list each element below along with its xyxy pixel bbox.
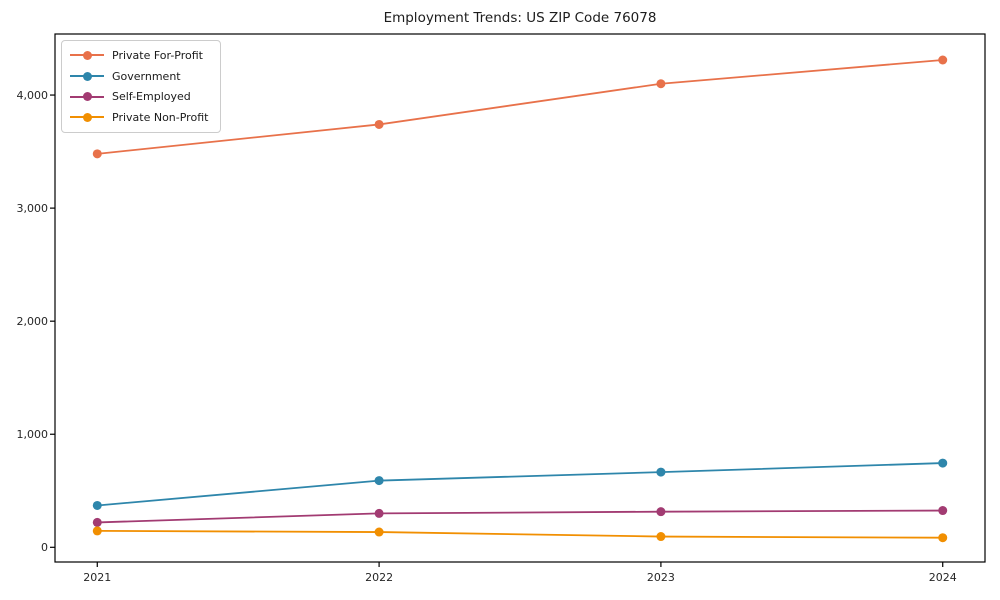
legend-line-marker-icon xyxy=(70,92,104,102)
legend-item-label: Private Non-Profit xyxy=(112,110,209,124)
data-point-private-non-profit-2024 xyxy=(938,533,948,543)
series-line-private-for-profit xyxy=(96,59,944,155)
legend-dot-icon xyxy=(82,112,92,122)
data-point-government-2021 xyxy=(92,500,102,510)
x-tick-label: 2024 xyxy=(928,571,957,584)
x-tick-label: 2023 xyxy=(646,571,675,584)
data-point-government-2023 xyxy=(656,467,666,477)
chart-title: Employment Trends: US ZIP Code 76078 xyxy=(383,10,657,26)
y-tick-label: 3,000 xyxy=(16,201,49,215)
x-tick-label: 2022 xyxy=(365,571,394,584)
data-point-self-employed-2023 xyxy=(656,507,666,517)
series-line-government xyxy=(96,462,944,507)
legend-item-self-employed: Self-Employed xyxy=(70,86,208,107)
data-point-private-for-profit-2022 xyxy=(374,119,384,129)
data-point-self-employed-2022 xyxy=(374,508,384,518)
data-point-private-for-profit-2021 xyxy=(92,149,102,159)
data-point-government-2024 xyxy=(938,458,948,468)
data-point-self-employed-2024 xyxy=(938,506,948,516)
legend-item-private-non-profit: Private Non-Profit xyxy=(70,107,208,128)
legend-item-label: Government xyxy=(112,69,181,83)
x-tick-label: 2021 xyxy=(83,571,112,584)
legend-item-label: Private For-Profit xyxy=(112,48,203,62)
data-point-government-2022 xyxy=(374,476,384,486)
legend-line-marker-icon xyxy=(70,50,104,60)
y-tick-label: 0 xyxy=(41,540,48,554)
legend-item-private-for-profit: Private For-Profit xyxy=(70,45,208,66)
legend-line-marker-icon xyxy=(70,71,104,81)
y-tick-label: 1,000 xyxy=(16,427,49,441)
y-tick-label: 4,000 xyxy=(16,88,49,102)
legend-dot-icon xyxy=(82,92,92,102)
plot-frame xyxy=(54,33,986,563)
data-point-self-employed-2021 xyxy=(92,517,102,527)
series-line-private-non-profit xyxy=(96,530,944,539)
legend-item-label: Self-Employed xyxy=(112,90,191,104)
data-point-private-non-profit-2022 xyxy=(374,527,384,537)
y-tick-label: 2,000 xyxy=(16,314,49,328)
legend: Private For-Profit Government Self-Employe… xyxy=(61,40,222,133)
legend-dot-icon xyxy=(82,71,92,81)
legend-line-marker-icon xyxy=(70,112,104,122)
legend-dot-icon xyxy=(82,50,92,60)
data-point-private-non-profit-2023 xyxy=(656,532,666,542)
data-point-private-for-profit-2024 xyxy=(938,55,948,65)
data-point-private-non-profit-2021 xyxy=(92,526,102,536)
series-line-self-employed xyxy=(96,509,944,524)
legend-item-government: Government xyxy=(70,66,208,87)
data-point-private-for-profit-2023 xyxy=(656,79,666,89)
